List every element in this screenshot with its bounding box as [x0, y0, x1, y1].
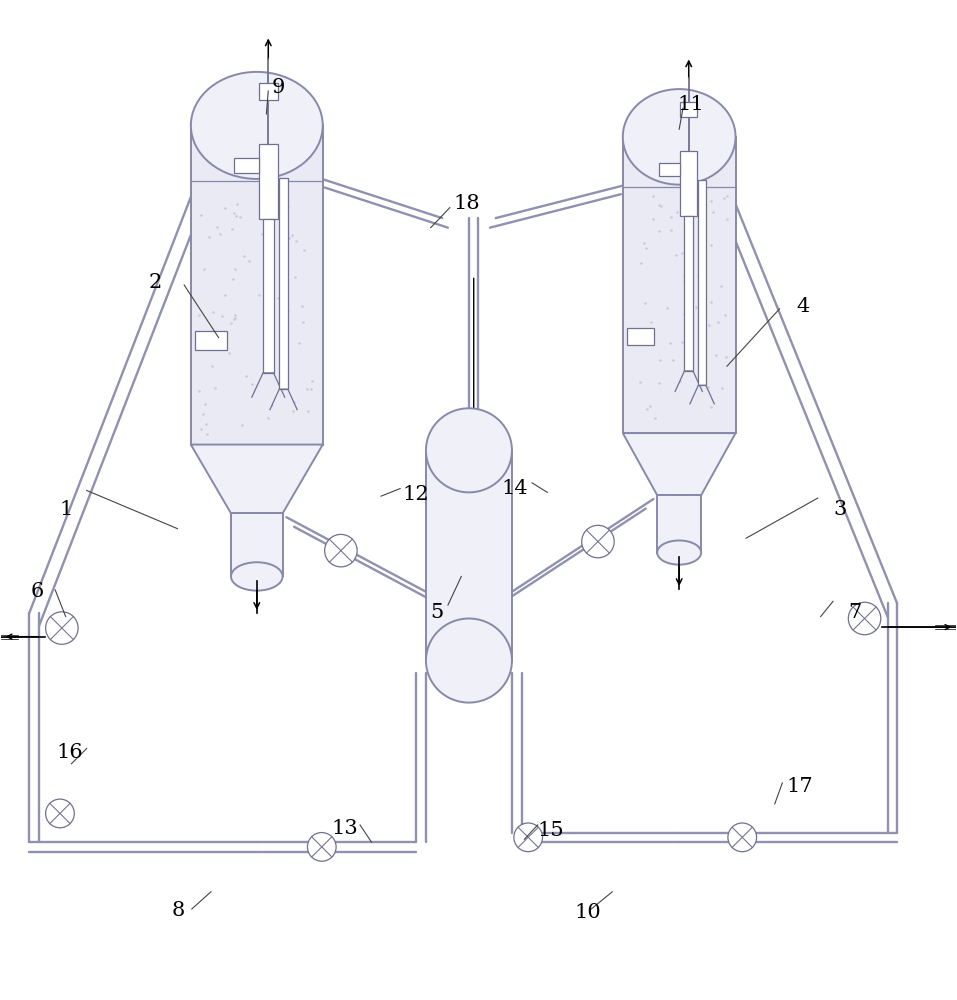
Ellipse shape	[426, 408, 512, 492]
Text: 2: 2	[149, 273, 162, 292]
Text: 13: 13	[331, 819, 358, 838]
Bar	[263, 219, 274, 373]
Circle shape	[848, 602, 880, 635]
Bar	[231, 513, 282, 576]
Circle shape	[46, 799, 75, 828]
Bar	[699, 180, 706, 385]
Text: 4: 4	[797, 297, 810, 316]
Ellipse shape	[657, 540, 701, 565]
Ellipse shape	[231, 562, 282, 591]
Bar	[680, 102, 698, 117]
Text: 11: 11	[678, 95, 704, 114]
Text: 16: 16	[56, 743, 83, 762]
Text: 7: 7	[849, 603, 861, 622]
Ellipse shape	[426, 618, 512, 703]
Bar	[426, 450, 512, 661]
Text: 14: 14	[501, 479, 528, 498]
Text: 10: 10	[574, 903, 601, 922]
Bar	[258, 83, 278, 100]
Bar	[279, 178, 288, 389]
Bar	[258, 144, 278, 219]
Bar	[194, 331, 227, 350]
Text: 1: 1	[59, 500, 73, 519]
Text: 3: 3	[833, 500, 846, 519]
Text: 6: 6	[31, 582, 44, 601]
Text: 5: 5	[430, 603, 443, 622]
Text: 12: 12	[402, 485, 429, 504]
Polygon shape	[190, 445, 323, 513]
Text: 8: 8	[172, 901, 185, 920]
Text: 15: 15	[538, 821, 565, 840]
Text: 9: 9	[271, 78, 284, 97]
Text: 18: 18	[454, 194, 480, 213]
Circle shape	[307, 833, 336, 861]
Ellipse shape	[190, 72, 323, 179]
Text: 17: 17	[787, 777, 812, 796]
Polygon shape	[623, 433, 736, 495]
Bar	[623, 137, 736, 433]
Circle shape	[728, 823, 757, 852]
Circle shape	[582, 525, 614, 558]
Circle shape	[324, 534, 357, 567]
Bar	[659, 163, 680, 176]
Bar	[234, 158, 258, 173]
Bar	[684, 216, 693, 371]
Circle shape	[514, 823, 543, 852]
Bar	[680, 151, 698, 216]
Circle shape	[46, 612, 78, 644]
Bar	[190, 125, 323, 445]
Ellipse shape	[623, 89, 736, 185]
Bar	[627, 328, 655, 345]
Bar	[657, 495, 701, 553]
